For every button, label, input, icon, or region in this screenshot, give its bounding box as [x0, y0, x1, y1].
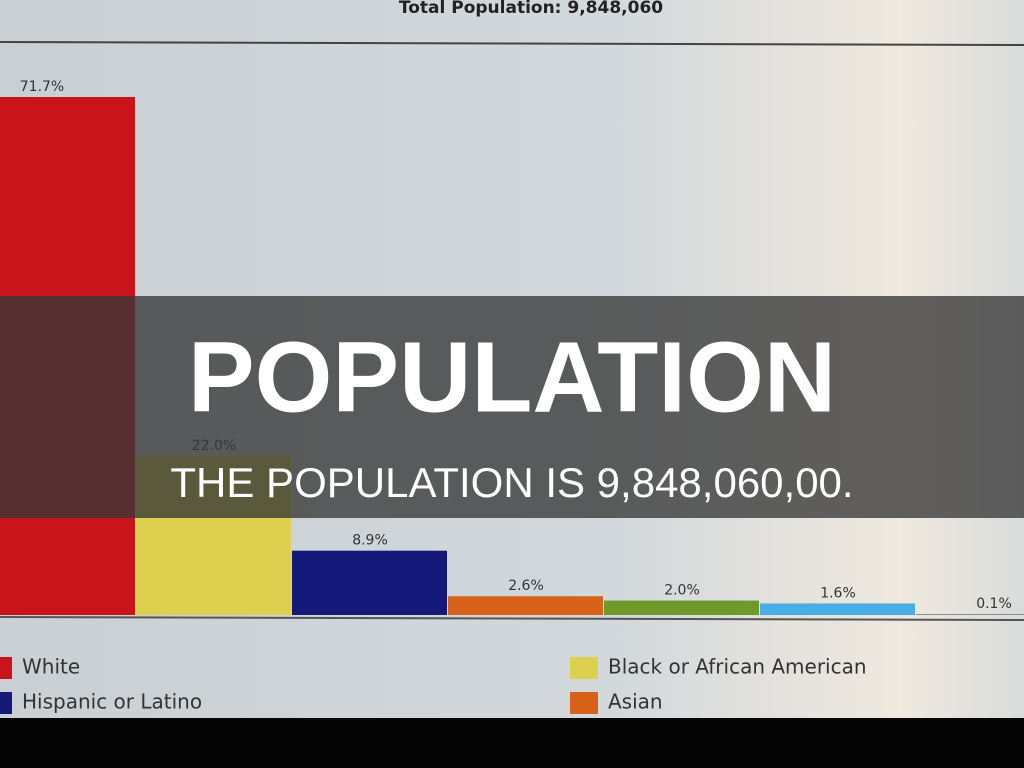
bar — [292, 550, 447, 615]
legend: White Black or African American Hispanic o… — [0, 655, 867, 714]
baseline — [0, 616, 1024, 621]
overlay-band — [0, 296, 1024, 518]
value-label: 2.0% — [664, 583, 700, 599]
value-label: 8.9% — [352, 533, 388, 549]
legend-label: Black or African American — [608, 655, 867, 679]
frame-line — [0, 41, 1024, 46]
overlay-subtitle: THE POPULATION IS 9,848,060,00. — [170, 459, 853, 506]
legend-label: Asian — [608, 690, 663, 714]
bar — [916, 614, 1024, 615]
bar — [448, 596, 603, 615]
bottom-edge — [0, 718, 1024, 768]
chart-title: Total Population: 9,848,060 — [399, 0, 663, 18]
legend-swatch — [0, 657, 12, 679]
bar — [760, 603, 915, 615]
legend-swatch — [570, 657, 598, 679]
value-label: 0.1% — [976, 596, 1012, 612]
value-label: 71.7% — [20, 79, 64, 95]
value-label: 2.6% — [508, 578, 544, 594]
value-label: 1.6% — [820, 585, 856, 601]
overlay-title: POPULATION — [188, 321, 836, 433]
legend-swatch — [0, 692, 12, 714]
legend-label: Hispanic or Latino — [22, 690, 202, 714]
legend-label: White — [22, 655, 80, 679]
bar — [604, 600, 759, 615]
legend-swatch — [570, 692, 598, 714]
